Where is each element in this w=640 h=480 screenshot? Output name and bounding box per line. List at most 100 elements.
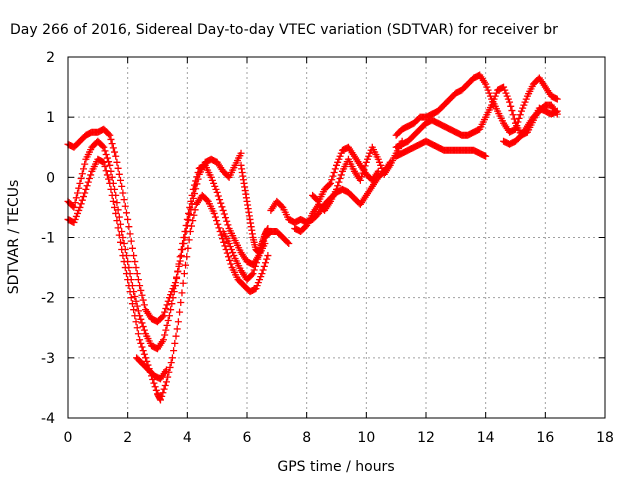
- data-point: [100, 143, 108, 151]
- data-point: [131, 258, 139, 266]
- x-tick-label: 8: [302, 430, 311, 446]
- data-point: [173, 325, 181, 333]
- x-tick-label: 16: [536, 430, 554, 446]
- data-point: [84, 178, 92, 186]
- data-point: [177, 298, 185, 306]
- data-point: [164, 297, 172, 305]
- data-point: [219, 206, 227, 214]
- data-point: [105, 130, 113, 138]
- data-point: [218, 203, 226, 211]
- data-point: [168, 354, 176, 362]
- data-point: [377, 161, 385, 169]
- data-point: [162, 378, 170, 386]
- data-point: [264, 224, 272, 232]
- data-point: [142, 354, 150, 362]
- data-point: [100, 158, 108, 166]
- data-point: [117, 176, 125, 184]
- data-point: [115, 213, 123, 221]
- data-point: [113, 158, 121, 166]
- data-point: [167, 359, 175, 367]
- data-point: [504, 95, 512, 103]
- data-point: [132, 264, 140, 272]
- data-point: [253, 282, 261, 290]
- data-point: [109, 197, 117, 205]
- data-point: [74, 189, 82, 197]
- data-point: [125, 282, 133, 290]
- data-point: [553, 110, 561, 118]
- data-point: [151, 383, 159, 391]
- data-series: [64, 71, 561, 404]
- data-point: [258, 270, 266, 278]
- data-point: [72, 194, 80, 202]
- data-point: [163, 321, 171, 329]
- data-point: [115, 231, 123, 239]
- data-point: [166, 363, 174, 371]
- data-point: [126, 288, 134, 296]
- data-point: [184, 244, 192, 252]
- data-point: [162, 326, 170, 334]
- data-point: [194, 169, 202, 177]
- data-point: [111, 148, 119, 156]
- data-point: [139, 347, 147, 355]
- data-point: [119, 189, 127, 197]
- data-point: [170, 347, 178, 355]
- data-point: [264, 252, 272, 260]
- data-point: [203, 196, 211, 204]
- y-tick-label: -4: [41, 411, 55, 427]
- data-point: [516, 111, 524, 119]
- data-point: [553, 95, 561, 103]
- data-point: [174, 318, 182, 326]
- data-point: [521, 98, 529, 106]
- data-point: [101, 163, 109, 171]
- data-point: [121, 202, 129, 210]
- data-point: [108, 173, 116, 181]
- data-point: [178, 289, 186, 297]
- data-point: [254, 279, 262, 287]
- data-point: [162, 366, 170, 374]
- data-point: [237, 149, 245, 157]
- data-point: [509, 111, 517, 119]
- data-point: [81, 189, 89, 197]
- data-point: [108, 140, 116, 148]
- data-point: [365, 152, 373, 160]
- x-tick-label: 2: [123, 430, 132, 446]
- data-point: [507, 102, 515, 110]
- data-point: [156, 396, 164, 404]
- data-point: [224, 221, 232, 229]
- data-point: [171, 282, 179, 290]
- data-point: [191, 206, 199, 214]
- data-point: [193, 173, 201, 181]
- data-point: [69, 202, 77, 210]
- x-tick-label: 4: [183, 430, 192, 446]
- y-axis-label: SDTVAR / TECUs: [6, 180, 22, 295]
- data-point: [248, 271, 256, 279]
- data-point: [508, 107, 516, 115]
- data-point: [502, 89, 510, 97]
- y-tick-label: 2: [46, 50, 55, 66]
- data-point: [251, 262, 259, 270]
- data-point: [358, 173, 366, 181]
- data-point: [179, 279, 187, 287]
- data-point: [182, 261, 190, 269]
- data-point: [78, 170, 86, 178]
- data-point: [501, 86, 509, 94]
- data-point: [364, 155, 372, 163]
- data-point: [108, 191, 116, 199]
- data-point: [114, 224, 122, 232]
- data-point: [183, 253, 191, 261]
- data-point: [105, 175, 113, 183]
- data-point: [139, 323, 147, 331]
- data-point: [133, 302, 141, 310]
- data-point: [80, 165, 88, 173]
- data-point: [119, 252, 127, 260]
- data-point: [356, 176, 364, 184]
- data-point: [107, 135, 115, 143]
- data-point: [328, 176, 336, 184]
- data-point: [161, 331, 169, 339]
- data-point: [161, 308, 169, 316]
- data-point: [337, 149, 345, 157]
- data-point: [87, 171, 95, 179]
- x-tick-label: 10: [357, 430, 375, 446]
